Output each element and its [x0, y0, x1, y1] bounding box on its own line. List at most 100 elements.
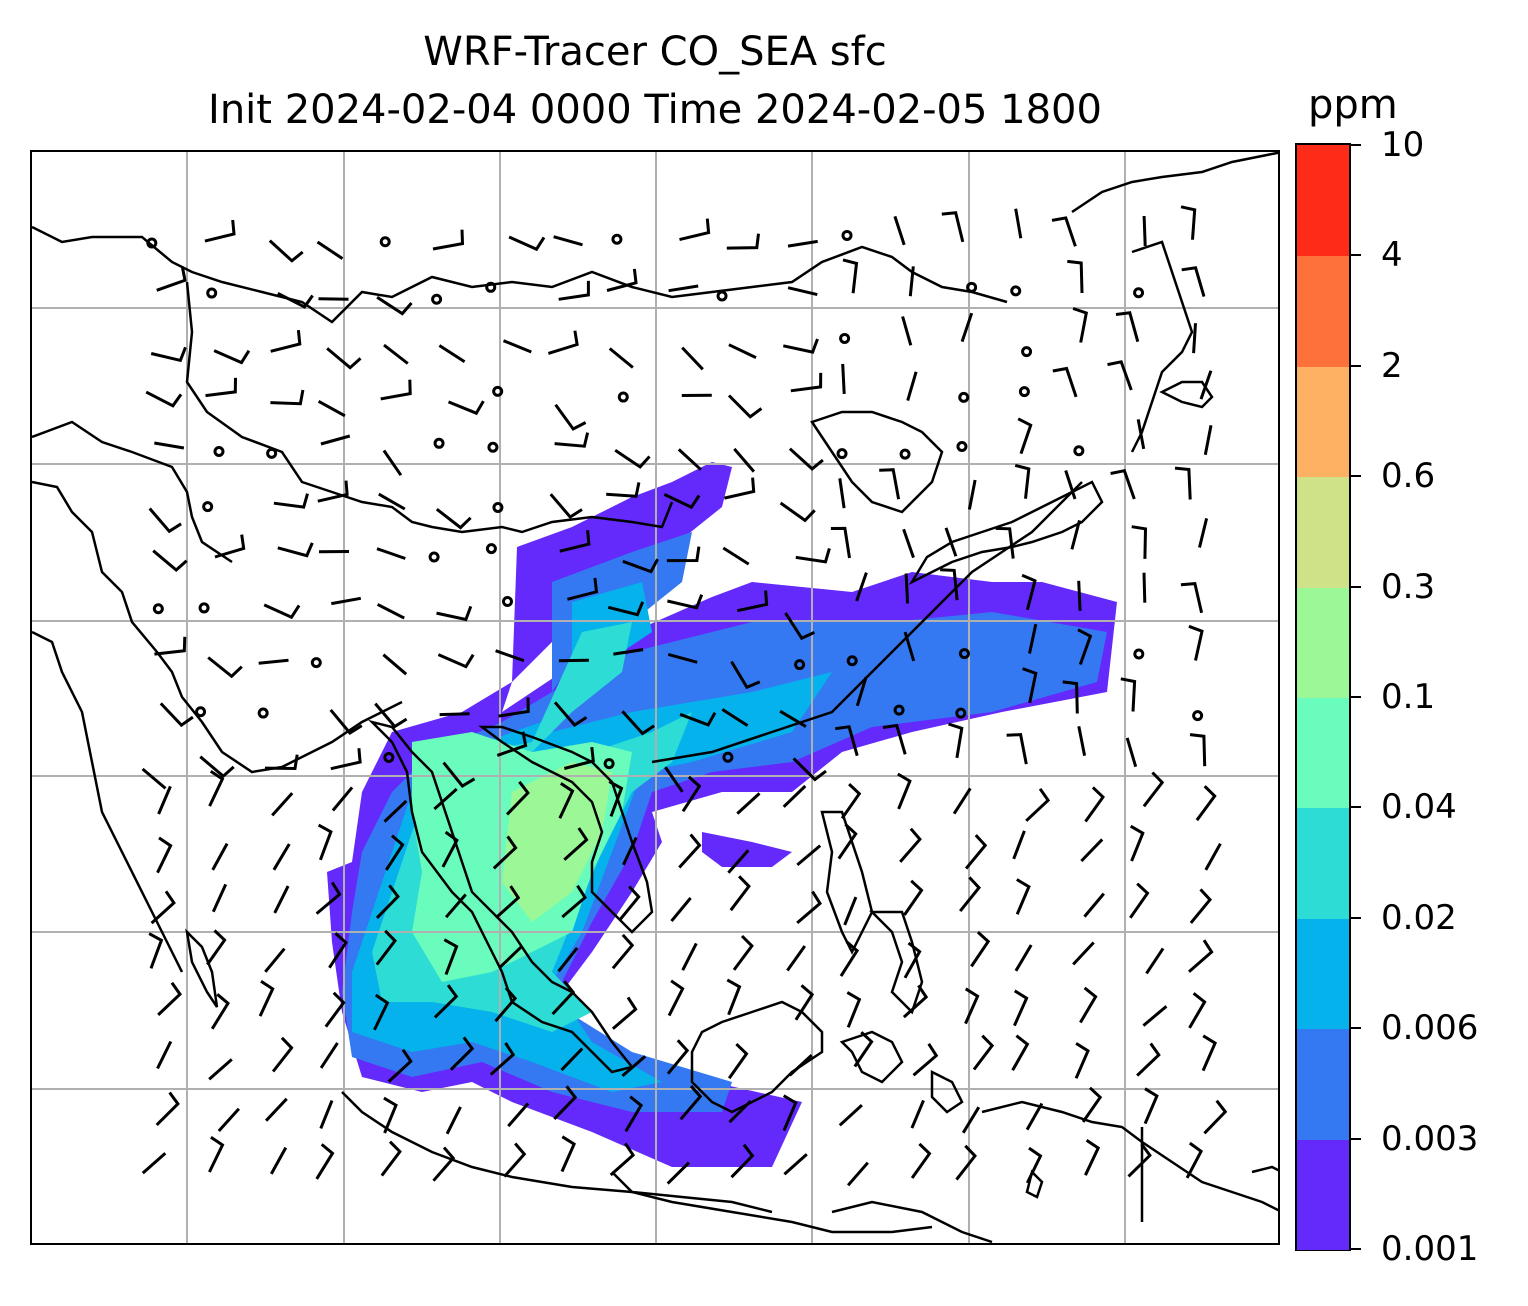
wind-barb — [902, 984, 929, 1019]
calm-wind-marker — [146, 237, 158, 249]
wind-barb — [1189, 888, 1212, 924]
wind-barb — [264, 947, 286, 973]
calm-wind-marker — [1010, 285, 1022, 297]
wind-barb — [736, 590, 769, 613]
wind-barb — [1081, 1086, 1103, 1123]
wind-barb — [435, 508, 472, 530]
wind-barbs — [141, 205, 1228, 1187]
plume-level-6 — [502, 762, 612, 922]
calm-wind-marker — [956, 441, 968, 453]
wind-barb — [667, 652, 698, 664]
wind-barb — [904, 573, 910, 604]
wind-barb — [508, 235, 546, 252]
wind-barb — [611, 996, 638, 1030]
wind-barb — [145, 390, 183, 408]
calm-wind-marker — [198, 602, 210, 614]
wind-barb — [1017, 417, 1033, 455]
wind-barb — [385, 834, 405, 871]
colorbar-segment — [1297, 476, 1349, 588]
colorbar-tick — [1351, 916, 1361, 919]
wind-barb — [622, 836, 638, 866]
wind-barb — [558, 280, 590, 301]
wind-barb — [560, 1135, 576, 1173]
wind-barb — [489, 1042, 516, 1076]
wind-barb — [376, 296, 413, 316]
wind-barb — [1084, 1139, 1101, 1176]
wind-barb — [376, 603, 405, 620]
wind-barb — [897, 772, 912, 810]
calm-wind-marker — [1133, 648, 1145, 660]
colorbar-segment — [1297, 1138, 1349, 1250]
wind-barb — [563, 827, 589, 861]
wind-barb — [838, 1103, 863, 1127]
wind-barb — [1028, 623, 1038, 654]
wind-barb — [839, 940, 860, 977]
wind-barb — [206, 929, 227, 966]
calm-wind-marker — [836, 448, 848, 460]
wind-barb — [736, 792, 761, 815]
wind-barb — [726, 978, 742, 1016]
wind-barb — [727, 849, 750, 874]
wind-barb — [910, 1142, 932, 1179]
calm-wind-marker — [213, 446, 225, 458]
wind-barb — [496, 731, 528, 757]
wind-barb — [1192, 323, 1197, 354]
wind-barb — [796, 890, 822, 925]
calm-wind-marker — [611, 233, 623, 245]
wind-barb — [788, 447, 824, 471]
colorbar-segment — [1297, 365, 1349, 478]
wind-barb — [432, 229, 465, 251]
wind-barb — [842, 258, 859, 294]
wind-barb — [154, 636, 187, 656]
wind-barb — [903, 879, 924, 916]
wind-barb — [1107, 360, 1133, 391]
wind-barb — [208, 1058, 233, 1081]
wind-barb — [159, 702, 194, 728]
wind-barb — [387, 1048, 413, 1083]
wind-barb — [727, 1043, 749, 1080]
wind-barb — [436, 605, 473, 622]
wind-barb — [507, 1102, 530, 1128]
wind-barb — [721, 708, 749, 727]
wind-barb — [1204, 842, 1222, 871]
wind-barb — [1129, 882, 1150, 919]
wind-barb — [1180, 582, 1204, 614]
wind-barb — [960, 312, 974, 343]
colorbar-tick — [1351, 254, 1361, 257]
wind-barb — [152, 549, 188, 572]
wind-barb — [148, 507, 182, 534]
wind-barb — [1188, 939, 1214, 973]
wind-barb — [941, 211, 965, 243]
wind-barb — [1129, 824, 1145, 862]
wind-barb — [1180, 205, 1197, 240]
wind-barb — [779, 709, 807, 728]
calm-wind-marker — [379, 236, 391, 248]
wind-barb — [944, 527, 958, 557]
wind-barb — [1014, 208, 1023, 239]
wind-barb — [679, 1085, 703, 1121]
wind-barb — [270, 389, 305, 406]
wind-barb — [730, 1143, 755, 1179]
wind-barb — [1012, 830, 1026, 860]
wind-barb — [150, 890, 176, 925]
calm-wind-marker — [485, 281, 497, 293]
wind-barb — [265, 1097, 288, 1122]
wind-barb — [317, 480, 349, 503]
wind-barb — [1077, 726, 1087, 756]
colorbar-tick-label: 0.04 — [1381, 787, 1457, 828]
wind-barb — [1067, 259, 1084, 294]
wind-barb — [727, 394, 763, 419]
wind-barb — [1199, 370, 1213, 400]
wind-barb — [787, 239, 818, 248]
wind-barb — [326, 347, 362, 370]
wind-barb — [1181, 266, 1206, 298]
calm-wind-marker — [206, 287, 218, 299]
calm-wind-marker — [1018, 386, 1030, 398]
colorbar-segment — [1297, 697, 1349, 809]
calm-wind-marker — [846, 655, 858, 667]
wind-barb — [213, 349, 251, 365]
wind-barb — [437, 653, 475, 669]
wind-barb — [382, 449, 403, 477]
calm-wind-marker — [202, 501, 214, 513]
wind-barb — [681, 942, 698, 971]
